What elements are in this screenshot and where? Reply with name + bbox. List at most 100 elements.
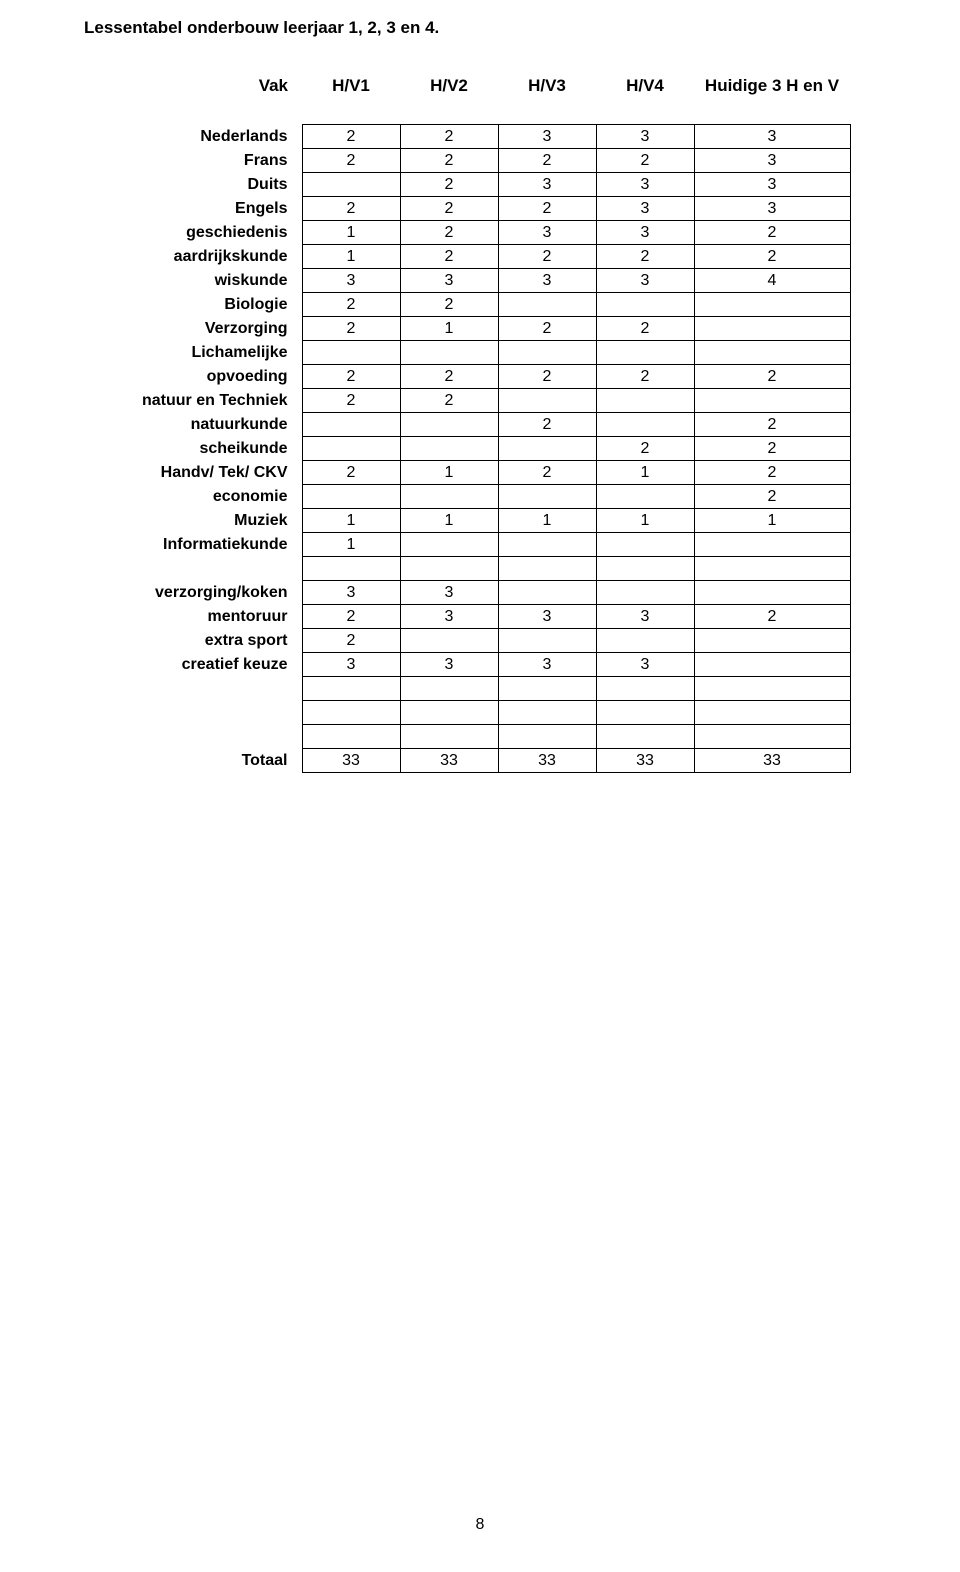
table-row: Totaal3333333333 <box>84 749 850 773</box>
row-label: natuurkunde <box>84 413 302 437</box>
cell <box>302 173 400 197</box>
cell <box>596 293 694 317</box>
header-col1: H/V1 <box>302 76 400 96</box>
cell <box>694 677 850 701</box>
cell <box>596 701 694 725</box>
cell: 1 <box>302 533 400 557</box>
row-label: natuur en Techniek <box>84 389 302 413</box>
row-label: Biologie <box>84 293 302 317</box>
cell <box>302 701 400 725</box>
table-row: Muziek11111 <box>84 509 850 533</box>
table-row: economie2 <box>84 485 850 509</box>
cell: 3 <box>596 173 694 197</box>
cell: 2 <box>694 365 850 389</box>
cell: 33 <box>694 749 850 773</box>
cell: 3 <box>400 581 498 605</box>
cell: 3 <box>498 173 596 197</box>
row-label: extra sport <box>84 629 302 653</box>
table-row: Informatiekunde1 <box>84 533 850 557</box>
cell <box>596 341 694 365</box>
cell <box>596 557 694 581</box>
cell: 2 <box>498 197 596 221</box>
table-row: Duits2333 <box>84 173 850 197</box>
cell <box>596 485 694 509</box>
cell: 33 <box>302 749 400 773</box>
cell <box>498 341 596 365</box>
cell: 3 <box>498 269 596 293</box>
cell <box>694 725 850 749</box>
row-label: Duits <box>84 173 302 197</box>
cell: 2 <box>596 245 694 269</box>
page-number: 8 <box>0 1516 960 1534</box>
table-row: aardrijkskunde12222 <box>84 245 850 269</box>
cell <box>400 437 498 461</box>
cell: 2 <box>498 245 596 269</box>
cell: 2 <box>498 461 596 485</box>
cell: 2 <box>400 293 498 317</box>
cell: 4 <box>694 269 850 293</box>
cell <box>694 701 850 725</box>
cell <box>400 485 498 509</box>
cell: 3 <box>400 269 498 293</box>
cell: 2 <box>302 461 400 485</box>
cell: 3 <box>596 125 694 149</box>
cell: 2 <box>302 605 400 629</box>
cell: 3 <box>498 221 596 245</box>
cell: 3 <box>596 605 694 629</box>
row-label: opvoeding <box>84 365 302 389</box>
cell <box>596 413 694 437</box>
page-title: Lessentabel onderbouw leerjaar 1, 2, 3 e… <box>84 18 876 38</box>
row-label <box>84 701 302 725</box>
table-row <box>84 677 850 701</box>
cell: 3 <box>498 653 596 677</box>
cell <box>694 293 850 317</box>
cell <box>400 341 498 365</box>
cell: 2 <box>694 437 850 461</box>
header-col4: H/V4 <box>596 76 694 96</box>
cell <box>694 653 850 677</box>
row-label <box>84 557 302 581</box>
table-row: creatief keuze3333 <box>84 653 850 677</box>
cell: 3 <box>596 269 694 293</box>
table-row: geschiedenis12332 <box>84 221 850 245</box>
row-label: creatief keuze <box>84 653 302 677</box>
cell: 1 <box>596 509 694 533</box>
cell: 1 <box>694 509 850 533</box>
cell <box>302 485 400 509</box>
cell: 2 <box>400 149 498 173</box>
row-label: Muziek <box>84 509 302 533</box>
cell: 2 <box>694 605 850 629</box>
row-label: wiskunde <box>84 269 302 293</box>
cell <box>694 341 850 365</box>
cell: 3 <box>400 653 498 677</box>
row-label: mentoruur <box>84 605 302 629</box>
cell <box>596 389 694 413</box>
cell: 2 <box>400 197 498 221</box>
table-row: natuur en Techniek22 <box>84 389 850 413</box>
cell: 3 <box>302 581 400 605</box>
cell <box>694 581 850 605</box>
table-row: Engels22233 <box>84 197 850 221</box>
row-label <box>84 725 302 749</box>
row-label: scheikunde <box>84 437 302 461</box>
cell: 3 <box>596 197 694 221</box>
cell: 2 <box>400 365 498 389</box>
cell: 2 <box>302 197 400 221</box>
lessons-table: Nederlands22333Frans22223Duits2333Engels… <box>84 124 851 773</box>
cell: 33 <box>400 749 498 773</box>
cell <box>400 725 498 749</box>
cell <box>498 389 596 413</box>
cell: 3 <box>302 653 400 677</box>
cell: 1 <box>400 509 498 533</box>
cell <box>694 557 850 581</box>
cell <box>596 725 694 749</box>
table-row: Nederlands22333 <box>84 125 850 149</box>
cell: 3 <box>498 125 596 149</box>
row-label <box>84 677 302 701</box>
cell: 1 <box>302 221 400 245</box>
table-row: natuurkunde22 <box>84 413 850 437</box>
row-label: verzorging/koken <box>84 581 302 605</box>
row-label: Handv/ Tek/ CKV <box>84 461 302 485</box>
row-label: Nederlands <box>84 125 302 149</box>
table-row: mentoruur23332 <box>84 605 850 629</box>
